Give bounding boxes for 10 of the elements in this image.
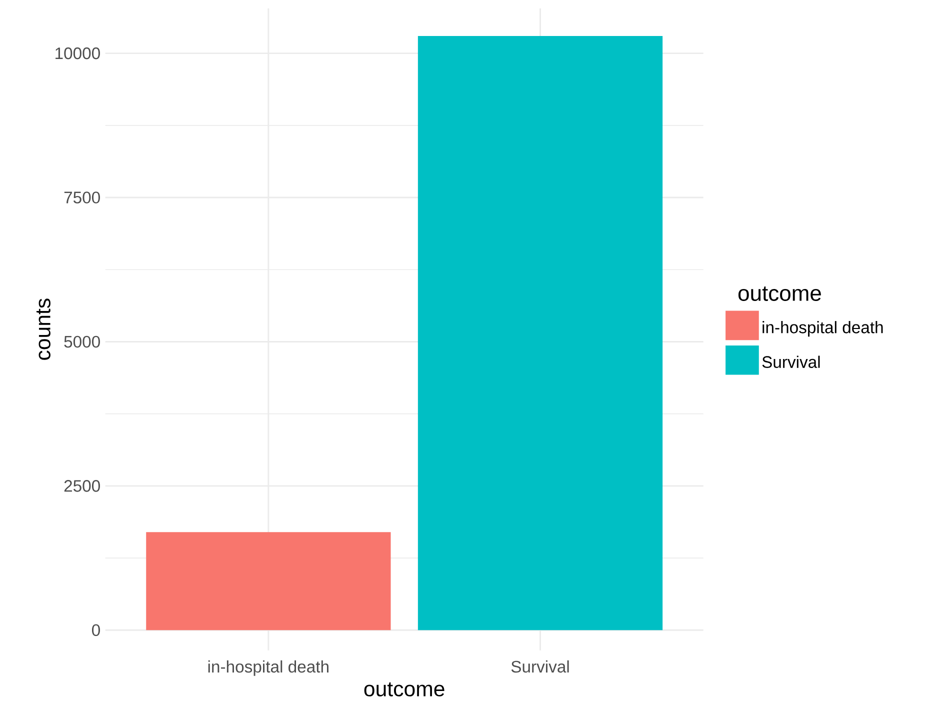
legend-label: in-hospital death bbox=[762, 321, 883, 337]
y-tick-label: 5000 bbox=[64, 336, 100, 348]
legend-title: outcome bbox=[738, 286, 821, 301]
y-tick-label: 7500 bbox=[64, 192, 100, 204]
x-axis-title: outcome bbox=[364, 682, 444, 696]
y-tick-label: 2500 bbox=[64, 480, 100, 492]
y-tick-label: 0 bbox=[92, 624, 100, 636]
legend-label: Survival bbox=[762, 356, 820, 368]
y-tick-label: 10000 bbox=[56, 47, 100, 60]
y-axis-title: counts bbox=[36, 298, 50, 360]
